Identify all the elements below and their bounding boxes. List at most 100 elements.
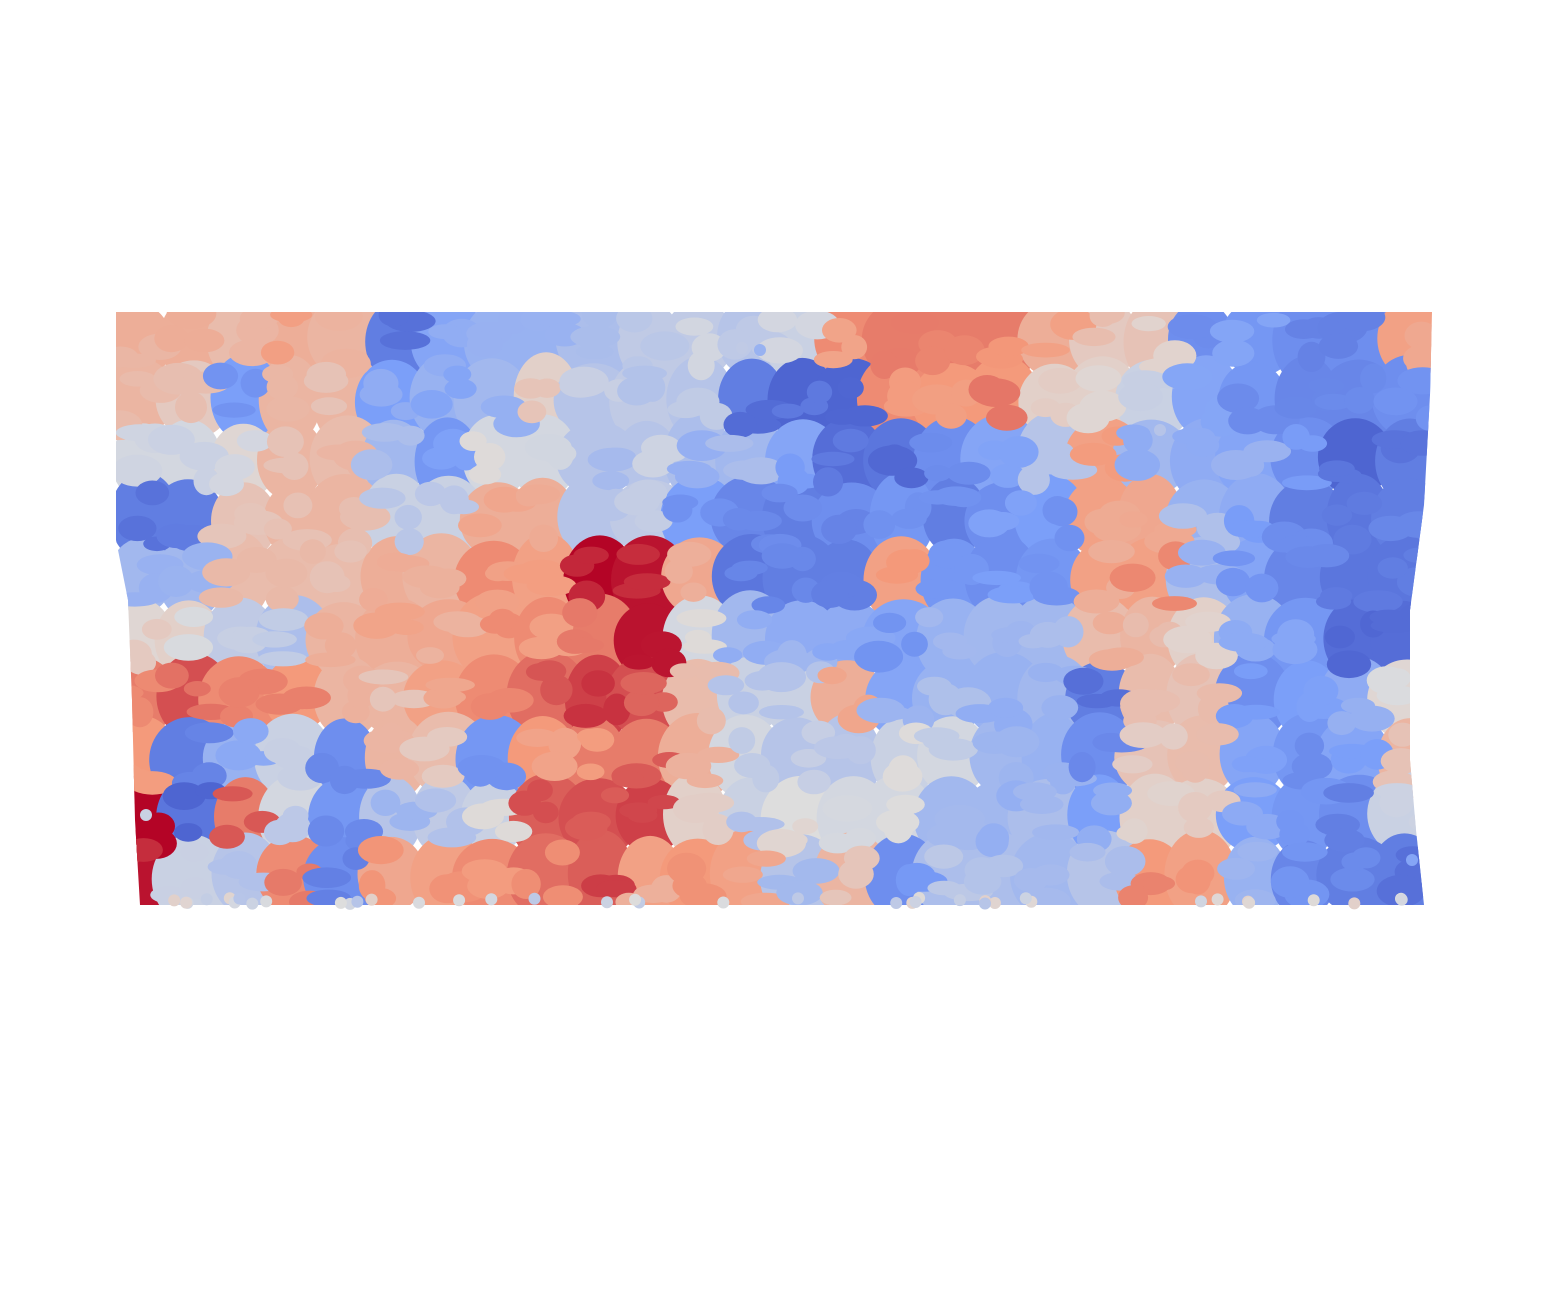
point-streak-r2-c19-2 [1069,442,1117,466]
point-streak-r9-c3-0 [264,868,302,896]
point-streak-r9-c12-2 [722,866,763,883]
point-streak-r2-c5-1 [361,423,408,442]
point-streak-r1-c16-1 [935,403,967,429]
point-streak-r0-c24-1 [1318,333,1359,359]
point-streak-r1-c6-1 [410,390,453,419]
point-streak-r6-c3-2 [289,689,316,710]
point-streak-r9-c20-1 [1118,885,1149,905]
point-streak-r4-c11-0 [680,582,707,602]
point-streak-r7-c11-1 [665,752,712,780]
point-streak-r5-c8-0 [518,636,565,660]
point-streak-r1-c8-2 [517,400,547,424]
point-streak-r3-c15-2 [891,508,927,529]
point-streak-r7-c25-2 [1388,722,1417,747]
point-streak-r5-c6-0 [416,647,444,664]
point-streak-r2-c20-2 [1114,449,1161,481]
point-streak-r4-c20-1 [1109,563,1156,592]
point-streak-r8-c13-1 [756,829,807,858]
point-streak-r5-c24-1 [1324,625,1355,649]
point-streak-r7-c3-2 [263,738,301,764]
point-streak-r1-c7-2 [480,395,527,419]
point-streak-r0-c18-2 [1021,342,1070,358]
point-streak-r7-c9-1 [577,728,604,745]
point-streak-r9-c15-2 [898,862,936,889]
point-streak-r9-c20-2 [1142,875,1176,892]
scatter-point-25 [413,896,425,909]
point-streak-r1-c23-2 [1308,377,1345,394]
point-streak-r2-c14-0 [813,467,844,497]
point-streak-r5-c15-0 [873,612,907,634]
scattered-points [140,342,1418,910]
point-streak-r3-c24-2 [1333,524,1372,555]
point-streak-r7-c20-0 [1159,723,1188,750]
point-streak-r7-c8-1 [516,728,559,748]
point-streak-r8-c15-1 [876,809,920,836]
point-streak-r8-c2-1 [209,824,245,849]
point-streak-r6-c18-2 [1027,662,1064,683]
point-streak-r7-c20-1 [1112,755,1153,774]
scatter-point-28 [528,892,541,905]
point-streak-r1-c3-1 [266,396,310,422]
point-streak-r5-c3-1 [252,631,297,648]
point-streak-r0-c2-2 [239,312,279,330]
point-streak-r9-c19-1 [1069,842,1106,862]
point-streak-r6-c5-2 [358,669,409,685]
point-streak-r0-c25-1 [1404,321,1432,350]
point-streak-r5-c10-2 [622,654,656,670]
point-streak-r9-c8-0 [544,839,580,866]
point-streak-r0-c23-0 [1297,341,1326,372]
point-streak-r0-c22-0 [1212,339,1255,367]
point-streak-r3-c21-0 [1158,503,1208,529]
point-streak-r1-c4-1 [310,397,348,416]
point-streak-r3-c4-2 [340,503,391,531]
point-streak-r6-c6-2 [425,677,475,693]
scatter-point-32 [180,896,193,909]
point-streak-r2-c16-1 [947,461,991,485]
point-streak-r6-c19-0 [1063,667,1104,695]
point-streak-r1-c25-2 [1415,405,1432,431]
point-streak-r9-c18-2 [1020,887,1071,905]
point-streak-r9-c19-2 [1104,846,1146,877]
point-streak-r1-c13-1 [806,380,833,404]
point-streak-r6-c9-2 [603,693,631,726]
point-streak-r4-c11-2 [667,541,712,567]
scatter-point-19 [601,896,613,909]
point-streak-r6-c12-2 [707,675,745,696]
point-streak-r2-c0-1 [116,454,163,487]
point-streak-r5-c0-2 [125,650,157,675]
point-streak-r2-c12-2 [705,434,754,452]
point-streak-r2-c7-2 [468,464,502,485]
point-streak-r1-c25-0 [1397,367,1432,395]
point-streak-r4-c22-2 [1245,573,1279,603]
point-streak-r9-c9-2 [596,880,637,897]
point-streak-r0-c19-1 [1089,312,1125,325]
point-streak-r4-c25-2 [1377,557,1408,579]
point-streak-r7-c5-1 [378,722,405,754]
point-streak-r8-c18-2 [1012,782,1057,802]
point-streak-r4-c24-0 [1353,590,1403,613]
point-streak-r4-c12-2 [724,565,758,582]
point-streak-r8-c25-2 [1408,812,1432,832]
point-streak-r9-c0-2 [124,838,163,862]
point-streak-r0-c14-2 [822,318,857,343]
scatter-point-39 [334,896,347,909]
point-streak-r1-c2-1 [212,402,256,418]
point-streak-r5-c1-2 [171,638,206,660]
point-streak-r3-c14-2 [821,514,857,545]
point-streak-r9-c2-1 [207,858,244,875]
point-streak-r6-c2-2 [218,677,260,708]
point-streak-r2-c25-2 [1400,430,1432,456]
point-streak-r0-c20-1 [1131,316,1166,332]
point-streak-r3-c10-0 [634,510,673,533]
point-streak-r8-c24-0 [1323,783,1374,803]
point-streak-r3-c6-2 [448,499,479,515]
point-streak-r2-c2-2 [209,471,244,497]
point-streak-r4-c3-0 [265,586,299,612]
point-streak-r1-c24-1 [1314,393,1353,410]
scatter-point-23 [365,893,378,906]
point-streak-r5-c9-2 [562,598,598,628]
point-streak-r6-c14-1 [817,666,847,685]
point-streak-r7-c0-1 [127,771,177,795]
point-streak-r6-c18-1 [1041,695,1079,721]
